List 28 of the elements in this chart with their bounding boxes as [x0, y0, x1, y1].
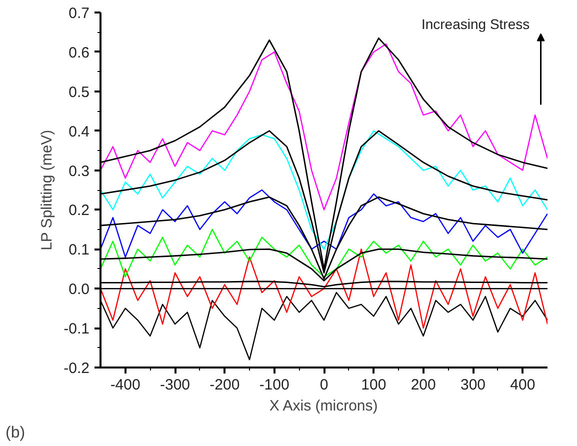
x-tick-label: -300 — [160, 376, 190, 394]
line-series — [100, 43, 548, 210]
x-tick-label: 400 — [510, 376, 536, 394]
x-tick-label: -100 — [259, 376, 290, 394]
y-tick-label: 0.1 — [68, 242, 90, 259]
y-axis-title: LP Splitting (meV) — [38, 130, 56, 250]
x-tick-label: 200 — [410, 376, 436, 394]
text: (b) — [6, 424, 26, 442]
x-tick-label: -200 — [210, 376, 240, 394]
y-tick-label: 0.3 — [68, 162, 90, 180]
y-tick-label: 0.6 — [68, 44, 90, 62]
x-tick-label: -400 — [110, 376, 140, 394]
y-tick-label: 0.0 — [68, 281, 90, 298]
y-tick-label: 0.4 — [68, 123, 90, 140]
y-tick-label: 0.5 — [68, 84, 90, 101]
line-series — [100, 189, 548, 258]
x-tick-label: 100 — [361, 376, 386, 394]
y-tick-label: 0.2 — [68, 202, 90, 220]
annotation: Increasing Stress — [421, 16, 530, 32]
y-tick-label: 0.7 — [68, 5, 90, 22]
line-series — [100, 248, 548, 329]
x-tick-label: 0 — [320, 376, 328, 394]
x-axis-title: X Axis (microns) — [269, 398, 378, 414]
x-tick-label: 300 — [460, 376, 486, 394]
line-series — [100, 228, 548, 278]
y-tick-label: -0.2 — [64, 360, 90, 377]
line-series — [100, 130, 548, 250]
y-tick-label: -0.1 — [64, 320, 90, 338]
